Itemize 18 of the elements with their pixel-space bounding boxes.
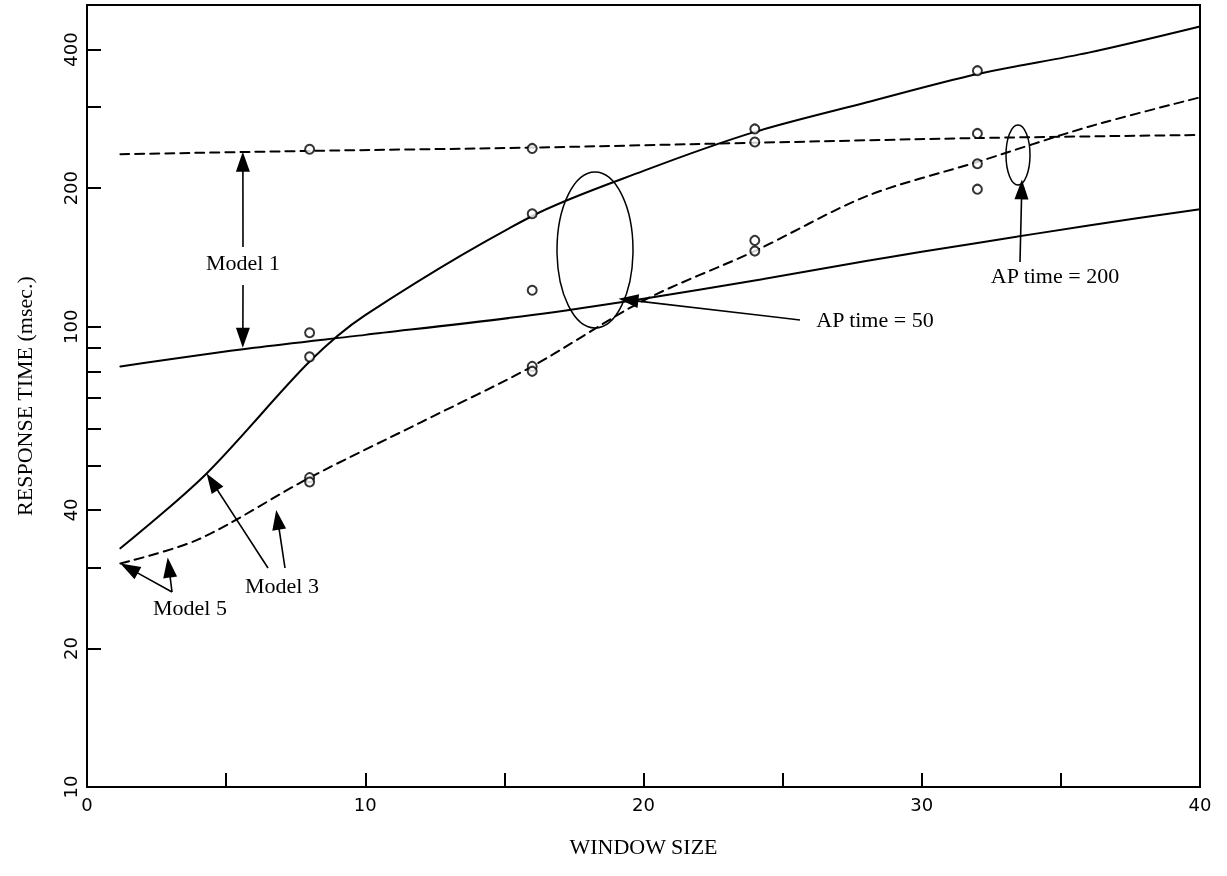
annotation: AP time = 50 (816, 307, 934, 333)
x-tick-label: 30 (910, 793, 934, 815)
annotation: Model 3 (245, 573, 319, 599)
y-tick-label: 40 (59, 498, 81, 522)
y-tick-label: 200 (59, 170, 81, 206)
y-tick-label: 400 (59, 32, 81, 67)
x-tick-label: 0 (81, 793, 93, 815)
y-tick-label: 10 (59, 775, 81, 799)
x-tick-label: 10 (353, 793, 377, 815)
x-tick-label: 20 (632, 793, 655, 815)
x-tick-label: 40 (1188, 793, 1212, 815)
annotation: Model 1 (206, 250, 280, 276)
y-tick-label: 20 (59, 636, 81, 660)
annotation: AP time = 200 (990, 263, 1120, 289)
x-axis-title: WINDOW SIZE (569, 833, 718, 859)
annotation: Model 5 (153, 595, 227, 621)
y-axis-title: RESPONSE TIME (msec.) (11, 276, 37, 516)
y-tick-label: 100 (59, 309, 81, 344)
